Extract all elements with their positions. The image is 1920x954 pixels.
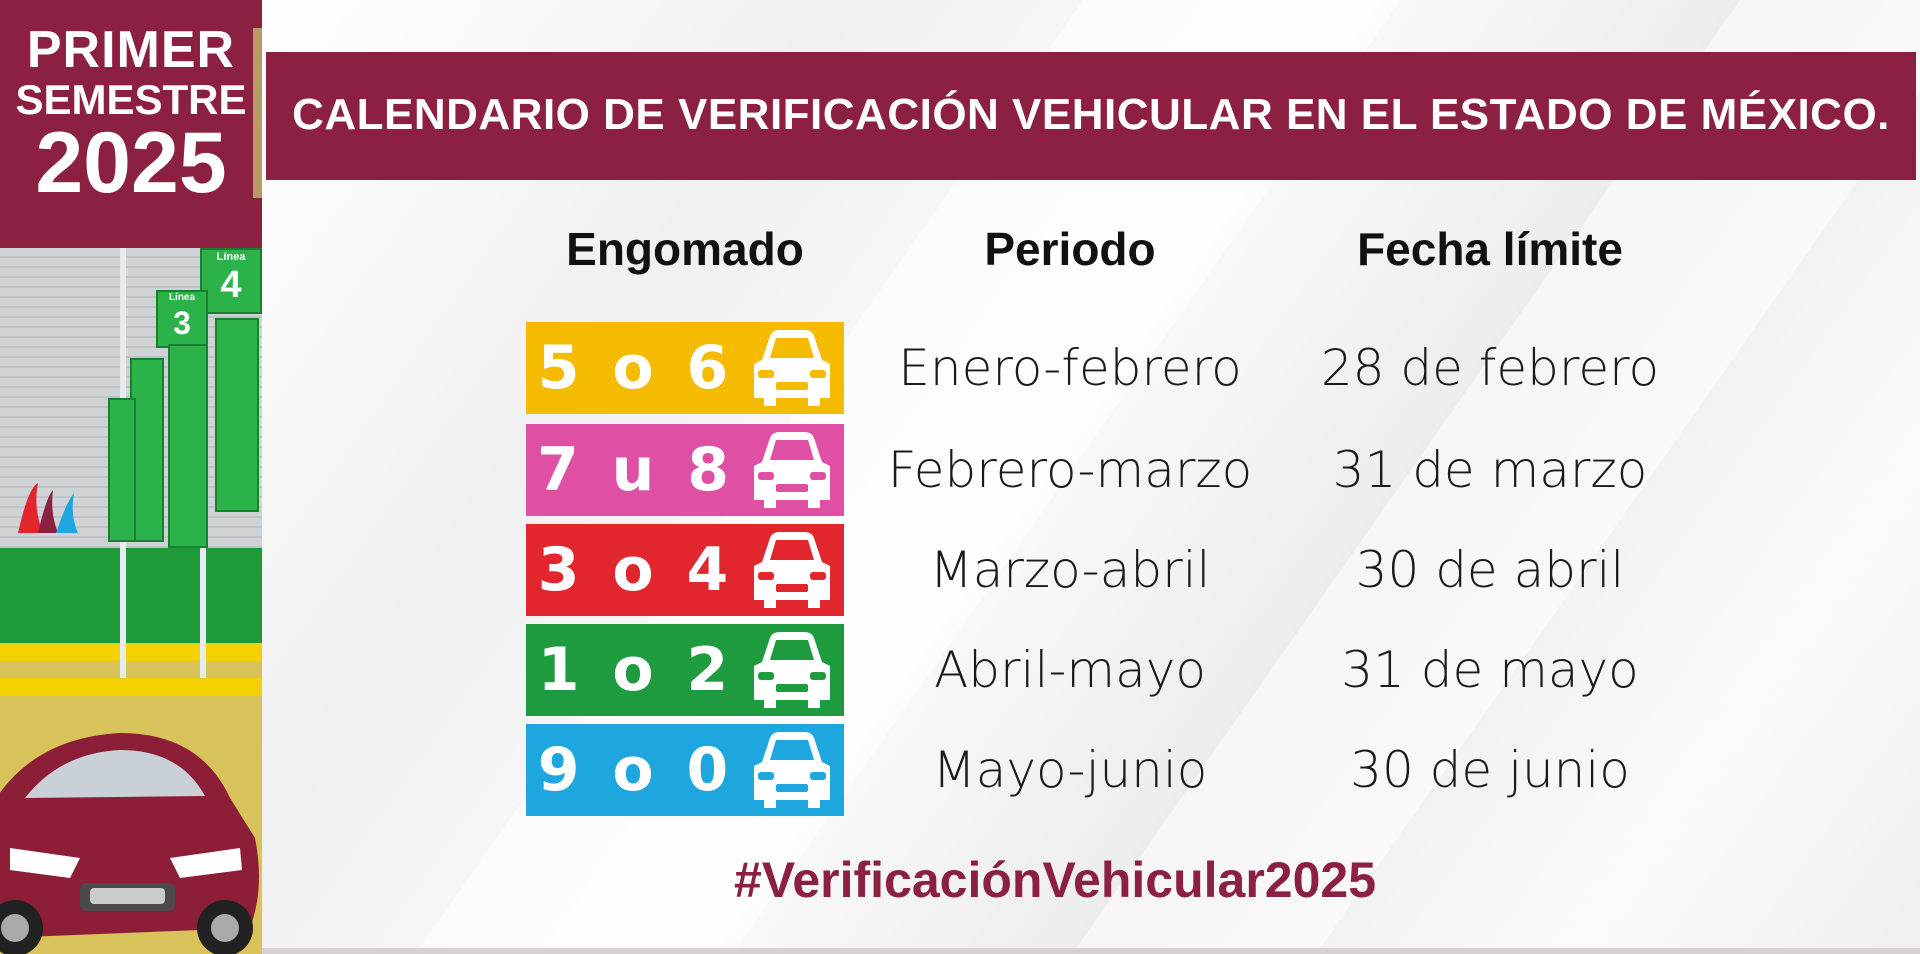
car-front-icon (754, 330, 830, 406)
lane-sign-4: Línea 4 (200, 248, 262, 314)
sticker-digits: 1 o 2 (537, 635, 735, 705)
deadline-cell: 31 de marzo (1332, 441, 1648, 499)
lane-sign-panel (168, 344, 208, 548)
semester-badge: PRIMER SEMESTRE 2025 (0, 0, 262, 248)
sticker-badge: 5 o 6 (526, 322, 844, 414)
badge-line-1: PRIMER (26, 21, 236, 79)
verification-center-photo: Línea 4 Línea 3 (0, 248, 262, 954)
sticker-digits: 7 u 8 (537, 435, 735, 505)
gold-accent-bar (253, 28, 262, 198)
period-cell: Marzo-abril (929, 541, 1211, 599)
lane-sign-3: Línea 3 (156, 290, 208, 348)
red-car-icon (0, 733, 259, 954)
photo-floor-stripe (0, 643, 262, 661)
sticker-badge: 7 u 8 (526, 424, 844, 516)
deadline-cell: 28 de febrero (1320, 339, 1660, 397)
column-header-periodo: Periodo (984, 223, 1156, 275)
period-cell: Enero-febrero (898, 339, 1242, 397)
badge-year: 2025 (35, 115, 227, 211)
bottom-divider (262, 948, 1920, 954)
sticker-digits: 9 o 0 (537, 735, 735, 805)
sticker-digits: 3 o 4 (537, 535, 735, 605)
sticker-badge: 9 o 0 (526, 724, 844, 816)
sticker-badge: 1 o 2 (526, 624, 844, 716)
lane-sign-panel (108, 398, 136, 542)
period-cell: Febrero-marzo (887, 441, 1253, 499)
photo-floor-stripe (0, 678, 262, 696)
car-front-icon (754, 532, 830, 608)
column-header-engomado: Engomado (566, 223, 804, 275)
hashtag: #VerificaciónVehicular2025 (733, 852, 1377, 908)
column-header-fecha: Fecha límite (1357, 223, 1623, 275)
car-front-icon (754, 632, 830, 708)
lane-sign-panel (215, 318, 259, 512)
car-front-icon (754, 732, 830, 808)
deadline-cell: 30 de junio (1350, 741, 1630, 799)
deadline-cell: 31 de mayo (1341, 641, 1639, 699)
car-front-icon (754, 432, 830, 508)
badge-line-2: SEMESTRE (15, 76, 247, 123)
header-banner: CALENDARIO DE VERIFICACIÓN VEHICULAR EN … (266, 52, 1916, 180)
period-cell: Mayo-junio (932, 741, 1208, 799)
logo-icon (18, 483, 78, 533)
photo-green-band (0, 548, 262, 658)
sticker-badge: 3 o 4 (526, 524, 844, 616)
sticker-digits: 5 o 6 (537, 333, 735, 403)
deadline-cell: 30 de abril (1355, 541, 1625, 599)
page-title: CALENDARIO DE VERIFICACIÓN VEHICULAR EN … (292, 90, 1890, 139)
period-cell: Abril-mayo (934, 641, 1206, 699)
